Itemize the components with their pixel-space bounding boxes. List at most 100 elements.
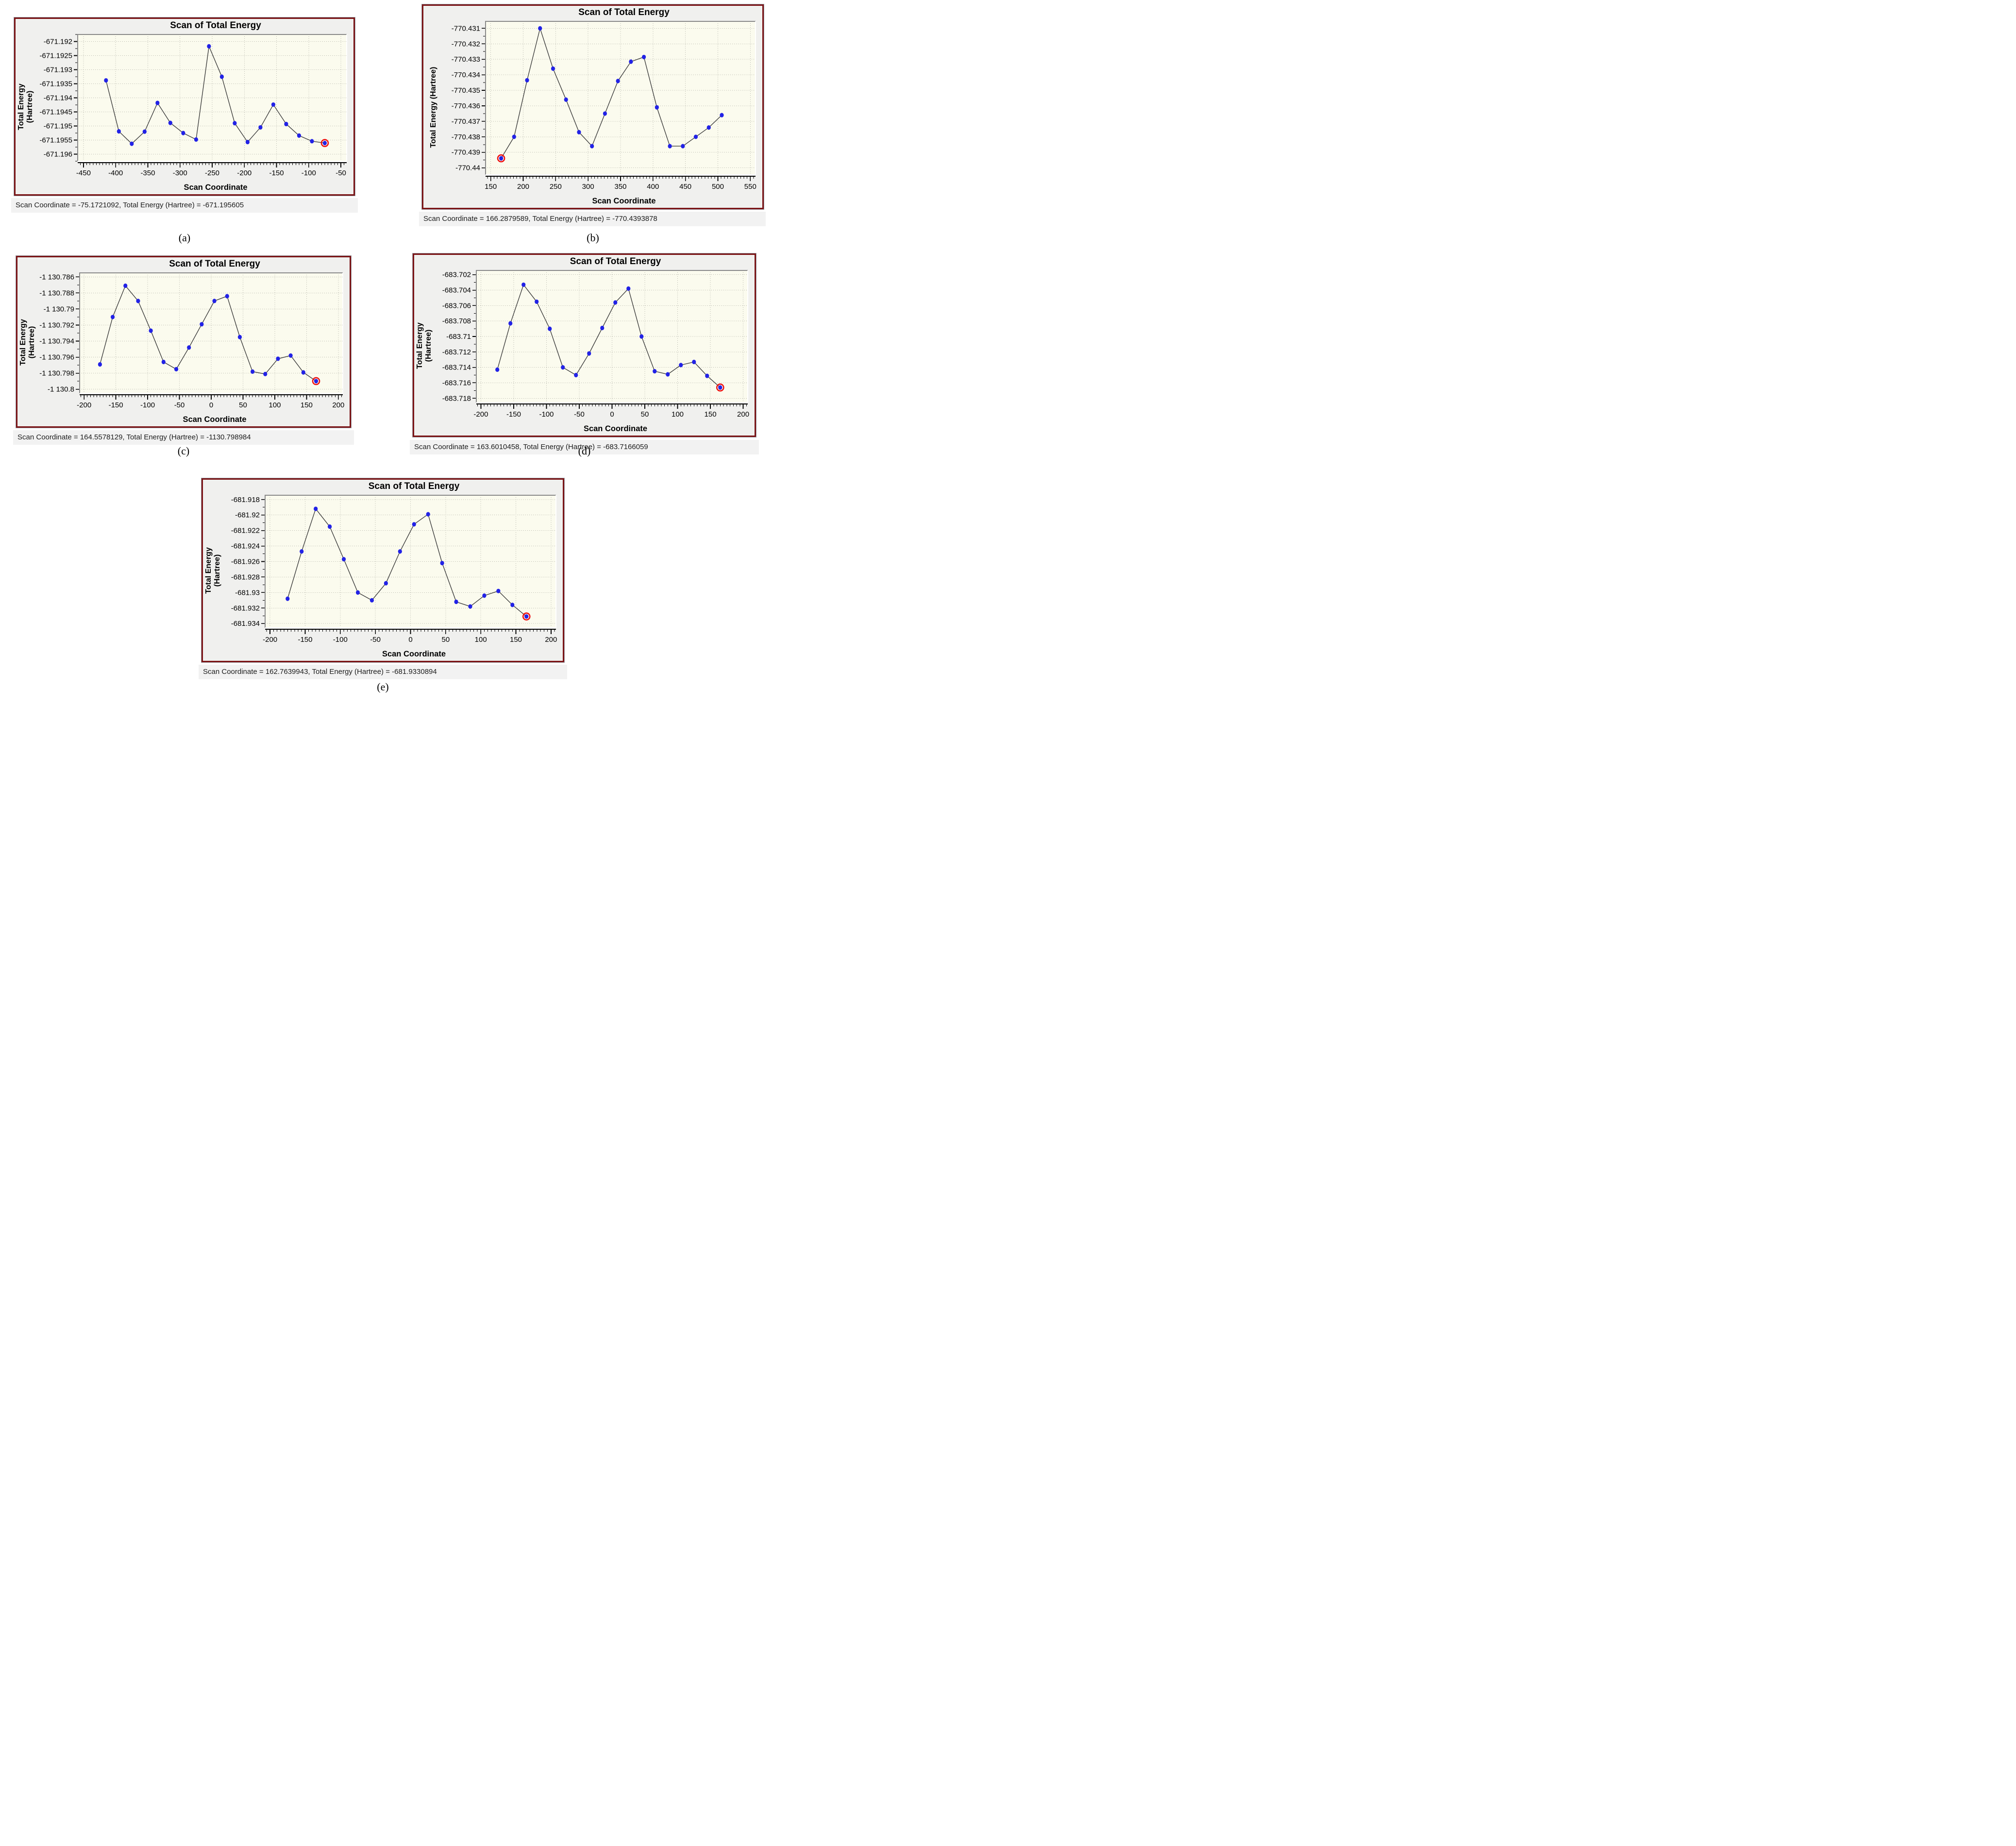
chart-plot-area[interactable]: -671.192 -671.1925 -671.193 -671.1935 -671.1… (36, 32, 353, 182)
data-point[interactable] (468, 604, 472, 609)
data-point[interactable] (412, 522, 416, 527)
data-point[interactable] (587, 351, 591, 356)
data-point[interactable] (613, 300, 618, 305)
data-point[interactable] (245, 139, 250, 145)
y-axis-label-line: (Hartree) (26, 90, 34, 123)
data-point[interactable] (355, 590, 360, 595)
data-point[interactable] (577, 130, 581, 134)
data-point[interactable] (720, 113, 724, 117)
data-point[interactable] (495, 367, 500, 372)
data-point[interactable] (616, 79, 620, 84)
data-point[interactable] (706, 125, 711, 130)
data-point[interactable] (642, 54, 646, 60)
x-tick-label: 200 (517, 183, 529, 191)
data-point[interactable] (212, 299, 217, 303)
data-point[interactable] (98, 362, 102, 367)
data-point[interactable] (168, 120, 172, 125)
data-point[interactable] (300, 549, 304, 554)
data-point[interactable] (564, 97, 568, 102)
data-point[interactable] (603, 111, 607, 116)
data-point[interactable] (681, 144, 685, 149)
data-point[interactable] (551, 66, 555, 71)
data-point[interactable] (655, 105, 659, 110)
data-point[interactable] (271, 102, 276, 107)
data-point[interactable] (454, 599, 458, 604)
data-point[interactable] (161, 359, 166, 365)
data-point[interactable] (174, 367, 179, 371)
x-tick-label: 200 (737, 410, 749, 419)
panel-caption: (e) (377, 681, 389, 693)
data-point[interactable] (653, 369, 657, 374)
data-point[interactable] (510, 603, 515, 607)
data-point[interactable] (440, 561, 444, 566)
chart-plot-area[interactable]: -770.431 -770.432 -770.433 -770.434 -770.435… (444, 19, 762, 195)
data-point[interactable] (225, 294, 229, 299)
data-point[interactable] (104, 78, 108, 83)
data-point[interactable] (574, 372, 578, 378)
x-tick-label: -150 (298, 636, 312, 644)
data-point[interactable] (370, 598, 374, 603)
data-point[interactable] (149, 328, 153, 333)
selected-data-point[interactable] (718, 385, 722, 390)
data-point[interactable] (590, 144, 594, 149)
data-point[interactable] (508, 321, 513, 326)
data-point[interactable] (693, 134, 698, 139)
data-point[interactable] (258, 125, 263, 130)
data-point[interactable] (426, 512, 430, 517)
data-point[interactable] (600, 325, 605, 331)
data-point[interactable] (314, 506, 318, 511)
selected-data-point[interactable] (499, 156, 504, 161)
chart-plot-area[interactable]: -681.918 -681.92 -681.922 -681.924 -681.926 -… (223, 493, 563, 648)
data-point[interactable] (668, 144, 672, 149)
data-point[interactable] (301, 370, 305, 375)
data-point[interactable] (705, 373, 709, 378)
data-point[interactable] (288, 353, 293, 358)
data-point[interactable] (521, 282, 526, 287)
selected-data-point[interactable] (524, 614, 529, 619)
data-point[interactable] (284, 121, 288, 127)
data-point[interactable] (155, 101, 160, 105)
data-point[interactable] (194, 137, 198, 142)
selected-data-point[interactable] (322, 140, 327, 146)
data-point[interactable] (639, 334, 644, 339)
data-point[interactable] (233, 121, 237, 126)
data-point[interactable] (297, 133, 302, 138)
data-point[interactable] (538, 26, 542, 31)
data-point[interactable] (123, 283, 128, 288)
data-point[interactable] (535, 299, 539, 304)
data-point[interactable] (200, 322, 204, 327)
data-point[interactable] (142, 129, 147, 134)
data-point[interactable] (286, 596, 290, 601)
data-point[interactable] (310, 139, 314, 144)
data-point[interactable] (512, 134, 516, 139)
data-point[interactable] (341, 557, 346, 562)
data-point[interactable] (398, 549, 402, 554)
selected-data-point[interactable] (314, 379, 319, 384)
data-point[interactable] (626, 286, 631, 291)
data-point[interactable] (187, 345, 191, 350)
chart-plot-area[interactable]: -683.702 -683.704 -683.706 -683.708 -683.71 -… (435, 268, 755, 423)
data-point[interactable] (117, 129, 121, 134)
data-point[interactable] (328, 524, 332, 529)
data-point[interactable] (110, 315, 115, 319)
data-point[interactable] (679, 363, 683, 368)
data-point[interactable] (181, 131, 185, 135)
data-point[interactable] (561, 365, 565, 370)
chart-plot-area[interactable]: -1 130.786 -1 130.788 -1 130.79 -1 130.792 -… (38, 270, 350, 414)
data-point[interactable] (237, 335, 242, 339)
data-point[interactable] (276, 356, 280, 361)
data-point[interactable] (692, 359, 696, 365)
data-point[interactable] (263, 371, 268, 376)
data-point[interactable] (629, 59, 633, 64)
data-point[interactable] (548, 326, 552, 331)
data-point[interactable] (136, 299, 140, 303)
data-point[interactable] (250, 369, 255, 374)
data-point[interactable] (130, 141, 134, 146)
data-point[interactable] (525, 78, 529, 83)
data-point[interactable] (666, 372, 670, 377)
data-point[interactable] (219, 74, 224, 79)
data-point[interactable] (496, 588, 501, 593)
data-point[interactable] (207, 44, 211, 49)
data-point[interactable] (384, 581, 388, 586)
data-point[interactable] (482, 593, 487, 598)
